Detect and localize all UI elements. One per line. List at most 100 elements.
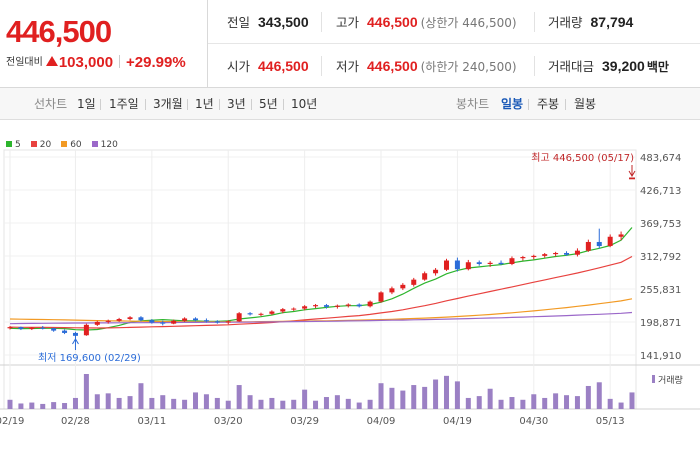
legend-label: 5 (15, 140, 21, 150)
volume-bar (160, 395, 166, 409)
volume-bar (509, 397, 515, 409)
price-chart[interactable]: 483,674 426,713 369,753 312,792 255,831 198,8… (0, 120, 700, 450)
stat-amount: 거래대금 39,200 백만 (548, 44, 669, 88)
volume-bar (149, 397, 155, 409)
candle-period-monthly-button[interactable]: 월봉 (574, 97, 597, 111)
candle (291, 308, 297, 310)
candle (323, 305, 329, 307)
volume-bar (313, 400, 319, 409)
x-tick-label: 03/11 (137, 416, 166, 427)
stat-subvalue: (하한가 240,500) (420, 60, 517, 74)
stat-value: 446,500 (367, 58, 418, 74)
volume-bar (422, 386, 428, 409)
volume-bar (389, 387, 395, 409)
volume-bar (487, 388, 493, 409)
candle (334, 305, 340, 307)
ma-line-20 (9, 255, 633, 329)
volume-bar (72, 397, 78, 409)
volume-bar (433, 379, 439, 409)
line-period-1w-button[interactable]: 1주일 (109, 97, 139, 111)
price-box: 446,500 전일대비 103,000 +29.99% (0, 0, 208, 88)
candle (182, 318, 188, 321)
stat-volume: 거래량 87,794 (548, 0, 633, 44)
volume-legend-swatch (652, 375, 655, 383)
line-chart-label: 선차트 (34, 97, 68, 111)
high-annotation: 최고 446,500 (05/17) (531, 152, 634, 164)
volume-bar (585, 385, 591, 409)
legend-swatch (6, 141, 12, 147)
x-tick-label: 05/13 (596, 416, 625, 427)
candle (433, 269, 439, 274)
candle (509, 258, 515, 264)
stats-row-2: 시가 446,500 저가 446,500 (하한가 240,500) 거래대금 39,… (208, 44, 700, 88)
candle-period-daily-button[interactable]: 일봉 (501, 97, 524, 111)
divider (534, 12, 535, 32)
candlesticks (7, 177, 635, 339)
volume-bar (596, 382, 602, 409)
candle (531, 255, 537, 258)
x-axis-labels: 02/19 02/28 03/11 03/20 03/29 04/09 04/19 04/30… (0, 416, 625, 427)
change-row: 전일대비 103,000 +29.99% (6, 53, 186, 71)
x-tick-label: 04/19 (443, 416, 472, 427)
volume-bar (94, 394, 100, 409)
line-period-1y-button[interactable]: 1년 (195, 97, 214, 111)
volume-bar (214, 397, 220, 409)
volume-bar (302, 389, 308, 409)
divider (534, 56, 535, 76)
candle (225, 321, 231, 323)
legend-item: 120 (91, 140, 118, 150)
divider (251, 99, 252, 110)
volume-bar (105, 393, 111, 409)
stat-label: 저가 (336, 59, 360, 74)
divider (321, 56, 322, 76)
volume-bar (203, 394, 209, 409)
line-period-5y-button[interactable]: 5년 (259, 97, 278, 111)
volume-bar (182, 399, 188, 409)
candle (618, 234, 624, 237)
line-period-1d-button[interactable]: 1일 (77, 97, 96, 111)
candle (443, 260, 449, 270)
legend-item: 20 (30, 140, 52, 150)
candle (51, 328, 57, 331)
legend-item: 5 (6, 140, 21, 150)
chart-period-toolbar: 선차트 1일 1주일 3개월 1년 3년 5년 10년 봉차트 일봉 주봉 월봉 (0, 88, 700, 120)
volume-bar (51, 402, 57, 409)
candle (411, 279, 417, 285)
volume-bar (607, 398, 613, 409)
candle (203, 320, 209, 322)
candle (542, 254, 548, 256)
volume-bar (225, 400, 231, 409)
candle (487, 262, 493, 264)
x-tick-label: 04/30 (519, 416, 548, 427)
line-period-3y-button[interactable]: 3년 (227, 97, 246, 111)
candle (29, 327, 35, 329)
y-tick-label: 312,792 (640, 252, 681, 263)
change-label: 전일대비 (6, 57, 43, 68)
candle-chart-label: 봉차트 (456, 97, 490, 111)
volume-bar (138, 383, 144, 409)
divider (283, 99, 284, 110)
stats-row-1: 전일 343,500 고가 446,500 (상한가 446,500) 거래량 87,7… (208, 0, 700, 44)
volume-bar (334, 395, 340, 409)
line-period-10y-button[interactable]: 10년 (291, 97, 318, 111)
candle (498, 262, 504, 264)
ma-line-5 (9, 227, 633, 331)
volume-bar (400, 390, 406, 409)
candle (454, 260, 460, 270)
volume-bar (553, 393, 559, 409)
candle (596, 241, 602, 247)
volume-bar (323, 397, 329, 409)
candle (389, 288, 395, 293)
line-period-3m-button[interactable]: 3개월 (153, 97, 183, 111)
volume-bar (269, 397, 275, 409)
legend-label: 20 (39, 140, 52, 150)
candle (160, 322, 166, 324)
candle (214, 321, 220, 323)
divider (565, 99, 566, 110)
volume-bar (629, 392, 635, 409)
volume-bar (454, 381, 460, 409)
candle-period-weekly-button[interactable]: 주봉 (537, 97, 560, 111)
stat-unit: 백만 (646, 60, 669, 74)
divider (145, 99, 146, 110)
candle (105, 320, 111, 322)
